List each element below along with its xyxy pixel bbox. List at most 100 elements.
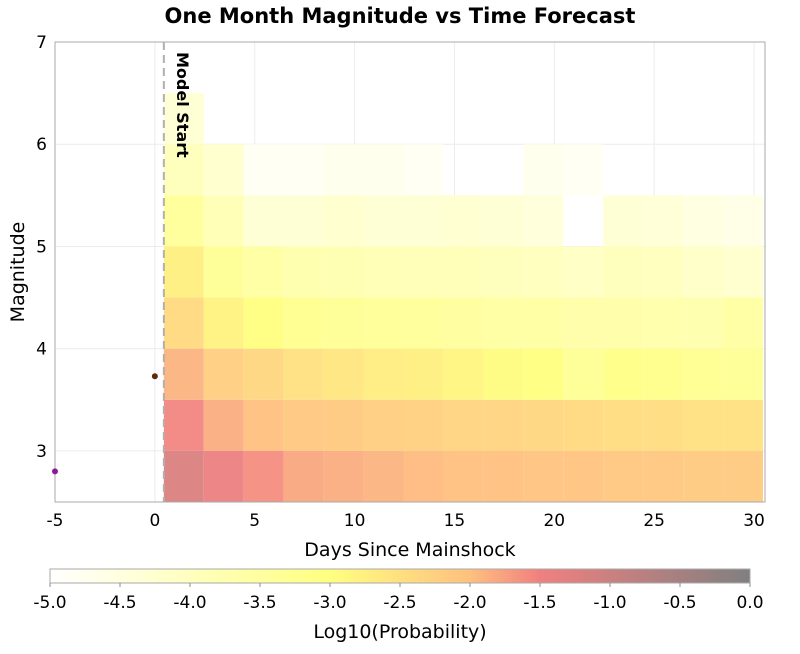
x-tick-label: 10 [344, 511, 366, 531]
x-tick-label: 25 [643, 511, 665, 531]
heatmap-cell [443, 348, 484, 400]
y-tick-label: 3 [36, 442, 47, 462]
heatmap-cell [723, 297, 764, 349]
heatmap-cell [203, 246, 244, 298]
y-tick-label: 6 [36, 135, 47, 155]
x-tick-label: 30 [743, 511, 765, 531]
heatmap-cell [523, 450, 564, 502]
x-tick-label: 5 [249, 511, 260, 531]
colorbar-tick-label: -3.0 [313, 593, 346, 613]
heatmap-cell [643, 297, 684, 349]
colorbar-tick-label: -2.0 [453, 593, 486, 613]
heatmap-cell [163, 399, 204, 451]
heatmap-cell [323, 450, 364, 502]
heatmap-cell [483, 348, 524, 400]
x-tick-label: 15 [444, 511, 466, 531]
heatmap-cell [163, 93, 204, 145]
heatmap-cell [203, 297, 244, 349]
heatmap-cell [643, 195, 684, 247]
heatmap-cell [563, 450, 604, 502]
heatmap-cell [723, 348, 764, 400]
heatmap-cell [683, 297, 724, 349]
heatmap-cell [563, 348, 604, 400]
heatmap-cell [243, 246, 284, 298]
colorbar-tick-label: -2.5 [383, 593, 416, 613]
heatmap-cell [603, 246, 644, 298]
heatmap-cell [323, 144, 364, 196]
colorbar-tick-label: -4.0 [173, 593, 206, 613]
heatmap-cell [723, 399, 764, 451]
heatmap-cell [243, 195, 284, 247]
heatmap-cell [643, 450, 684, 502]
observed-earthquake-point [151, 373, 158, 380]
heatmap-cell [483, 399, 524, 451]
heatmap-cell [283, 195, 324, 247]
colorbar-tick-label: -1.5 [523, 593, 556, 613]
heatmap-cell [523, 348, 564, 400]
heatmap-cell [163, 348, 204, 400]
heatmap-cell [243, 297, 284, 349]
heatmap-cell [443, 195, 484, 247]
y-tick-label: 7 [36, 33, 47, 53]
heatmap-cell [443, 450, 484, 502]
heatmap-cell [283, 297, 324, 349]
heatmap-cell [403, 399, 444, 451]
heatmap-cell [203, 450, 244, 502]
heatmap-cell [163, 450, 204, 502]
x-tick-label: 0 [149, 511, 160, 531]
heatmap-cell [683, 399, 724, 451]
heatmap-cell [403, 195, 444, 247]
model-start-label: Model Start [173, 52, 192, 158]
heatmap-cell [603, 348, 644, 400]
y-axis-label: Magnitude [7, 222, 29, 323]
x-axis-label: Days Since Mainshock [304, 539, 515, 561]
heatmap-cell [203, 195, 244, 247]
heatmap-cell [723, 450, 764, 502]
heatmap-cell [243, 144, 284, 196]
heatmap-cell [723, 246, 764, 298]
heatmap-cell [523, 399, 564, 451]
heatmap-cell [283, 246, 324, 298]
observed-earthquake-point [52, 468, 58, 475]
plot-frame [54, 41, 766, 503]
heatmap-cell [203, 144, 244, 196]
heatmap-cell [403, 297, 444, 349]
heatmap-cell [403, 246, 444, 298]
y-tick-label: 4 [36, 340, 47, 360]
colorbar-tick-label: -3.5 [243, 593, 276, 613]
colorbar-tick-label: -0.5 [663, 593, 696, 613]
heatmap-cell [603, 399, 644, 451]
heatmap-cell [443, 297, 484, 349]
heatmap-cell [363, 297, 404, 349]
heatmap-cell [563, 246, 604, 298]
colorbar [49, 568, 751, 584]
heatmap-cell [683, 195, 724, 247]
heatmap-cell [163, 246, 204, 298]
x-tick-label: 20 [543, 511, 565, 531]
y-tick-label: 5 [36, 237, 47, 257]
heatmap-cell [603, 297, 644, 349]
heatmap-cell [283, 399, 324, 451]
heatmap-cell [163, 297, 204, 349]
heatmap-cell [523, 144, 564, 196]
heatmap-cell [243, 399, 284, 451]
heatmap-cell [403, 144, 444, 196]
heatmap-cell [363, 195, 404, 247]
heatmap-cell [323, 399, 364, 451]
heatmap-cell [163, 195, 204, 247]
heatmap-cell [403, 450, 444, 502]
heatmap-cell [363, 348, 404, 400]
heatmap-cell [683, 348, 724, 400]
heatmap-cell [403, 348, 444, 400]
heatmap-cell [363, 450, 404, 502]
heatmap-cell [203, 399, 244, 451]
heatmap-cell [603, 195, 644, 247]
heatmap-cell [363, 246, 404, 298]
heatmap-cell [483, 297, 524, 349]
heatmap-cell [523, 246, 564, 298]
heatmap-cell [323, 348, 364, 400]
colorbar-tick-label: -5.0 [33, 593, 66, 613]
heatmap-cell [643, 246, 684, 298]
heatmap-cell [723, 195, 764, 247]
